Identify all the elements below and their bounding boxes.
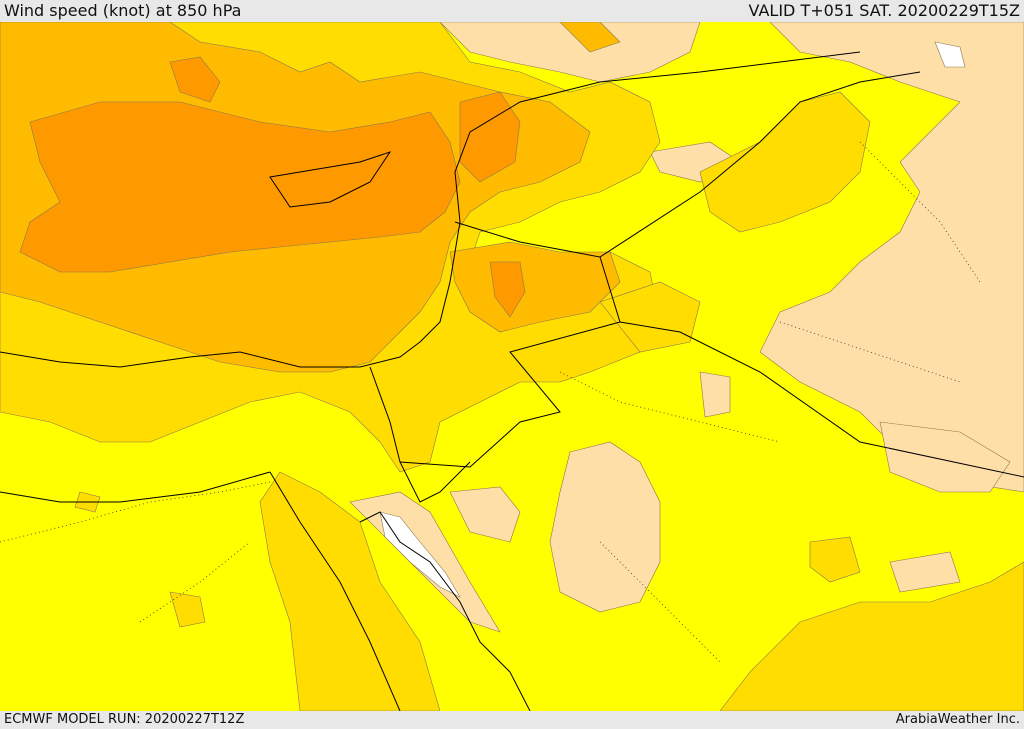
map-title: Wind speed (knot) at 850 hPa	[4, 1, 242, 20]
footer-bar: ECMWF MODEL RUN: 20200227T12Z ArabiaWeat…	[0, 711, 1024, 729]
header-bar: Wind speed (knot) at 850 hPa VALID T+051…	[0, 0, 1024, 22]
valid-time: VALID T+051 SAT. 20200229T15Z	[748, 1, 1020, 20]
country-borders	[0, 51, 1024, 711]
provider-credit: ArabiaWeather Inc.	[895, 712, 1020, 727]
band-5-regions	[19, 56, 526, 318]
model-run: ECMWF MODEL RUN: 20200227T12Z	[4, 712, 245, 727]
wind-speed-map	[0, 22, 1024, 711]
admin-boundaries	[0, 141, 981, 663]
